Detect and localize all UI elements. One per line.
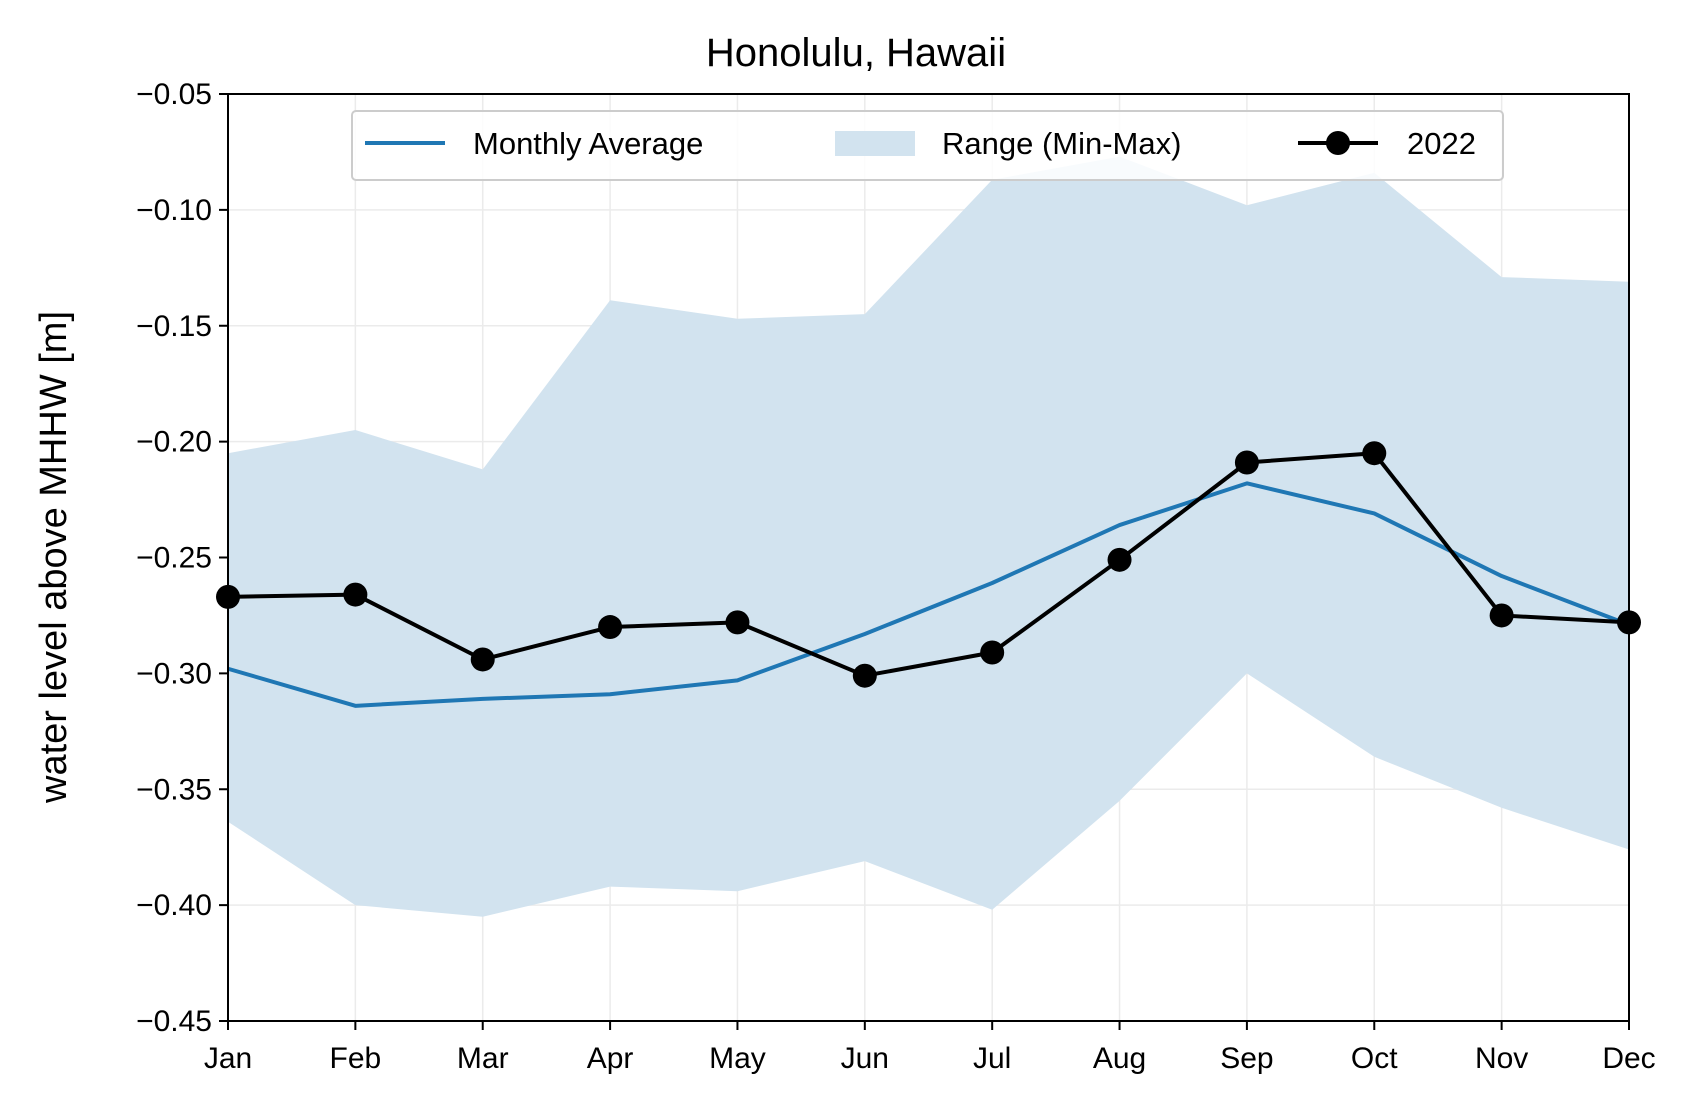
legend-frame	[351, 110, 1504, 181]
monthly-average-point-feb	[354, 705, 356, 707]
x-tick-label-jun: Jun	[841, 1042, 889, 1075]
x-tick-label-dec: Dec	[1602, 1042, 1655, 1075]
x-tick-label-aug: Aug	[1093, 1042, 1146, 1075]
monthly-average-point-mar	[482, 698, 484, 700]
year-2022-line	[227, 451, 1630, 678]
year-2022-point-jul	[980, 640, 1005, 665]
legend-2022-label: 2022	[1407, 126, 1476, 161]
legend: Monthly Average Range (Min-Max) 2022	[351, 110, 1504, 181]
legend-monthly-average-label: Monthly Average	[473, 126, 703, 161]
year-2022-point-nov	[1489, 603, 1514, 628]
x-tick-label-feb: Feb	[330, 1042, 382, 1075]
x-tick-label-mar: Mar	[457, 1042, 509, 1075]
monthly-average-point-may	[736, 679, 738, 681]
range-band-layer	[228, 156, 1629, 917]
y-tick-label-8: −0.45	[136, 1005, 212, 1038]
year-2022-point-feb	[343, 582, 368, 607]
x-tick-label-apr: Apr	[587, 1042, 634, 1075]
y-axis: −0.05 −0.10 −0.15 −0.20 −0.25 −0.30 −0.35 −0.40…	[136, 78, 228, 1038]
x-tick-label-jan: Jan	[204, 1042, 252, 1075]
legend-2022-marker	[1326, 131, 1350, 155]
monthly-average-point-jun	[864, 633, 866, 635]
monthly-average-point-aug	[1119, 524, 1121, 526]
x-tick-label-may: May	[709, 1042, 766, 1075]
monthly-average-point-sep	[1246, 482, 1248, 484]
y-tick-label-1: −0.10	[136, 194, 212, 227]
year-2022-point-mar	[470, 647, 495, 672]
x-tick-label-sep: Sep	[1220, 1042, 1273, 1075]
monthly-average-point-apr	[609, 693, 611, 695]
monthly-average-point-oct	[1373, 512, 1375, 514]
y-tick-label-3: −0.20	[136, 426, 212, 459]
y-tick-label-5: −0.30	[136, 657, 212, 690]
year-2022-point-may	[725, 610, 750, 635]
legend-range-swatch	[835, 131, 915, 156]
y-tick-label-6: −0.35	[136, 773, 212, 806]
x-tick-label-jul: Jul	[973, 1042, 1011, 1075]
y-tick-label-2: −0.15	[136, 310, 212, 343]
monthly-average-line	[227, 481, 1630, 708]
year-2022-point-jun	[852, 663, 877, 688]
x-axis: Jan Feb Mar Apr May Jun Jul Aug Sep Oct Nov Dec	[204, 1021, 1656, 1075]
monthly-average-point-nov	[1501, 575, 1503, 577]
legend-range-label: Range (Min-Max)	[942, 126, 1181, 161]
year-2022-point-aug	[1107, 547, 1132, 572]
monthly-average-point-jul	[991, 582, 993, 584]
chart-title: Honolulu, Hawaii	[706, 31, 1006, 75]
year-2022-point-apr	[598, 615, 623, 640]
y-axis-label: water level above MHHW [m]	[33, 311, 75, 804]
year-2022-point-oct	[1362, 441, 1387, 466]
y-tick-label-7: −0.40	[136, 889, 212, 922]
year-2022-point-sep	[1234, 450, 1259, 475]
range-band	[228, 156, 1629, 917]
x-tick-label-nov: Nov	[1475, 1042, 1528, 1075]
y-tick-label-0: −0.05	[136, 78, 212, 111]
x-tick-label-oct: Oct	[1351, 1042, 1398, 1075]
year-2022-layer	[216, 441, 1641, 688]
y-tick-label-4: −0.25	[136, 542, 212, 575]
